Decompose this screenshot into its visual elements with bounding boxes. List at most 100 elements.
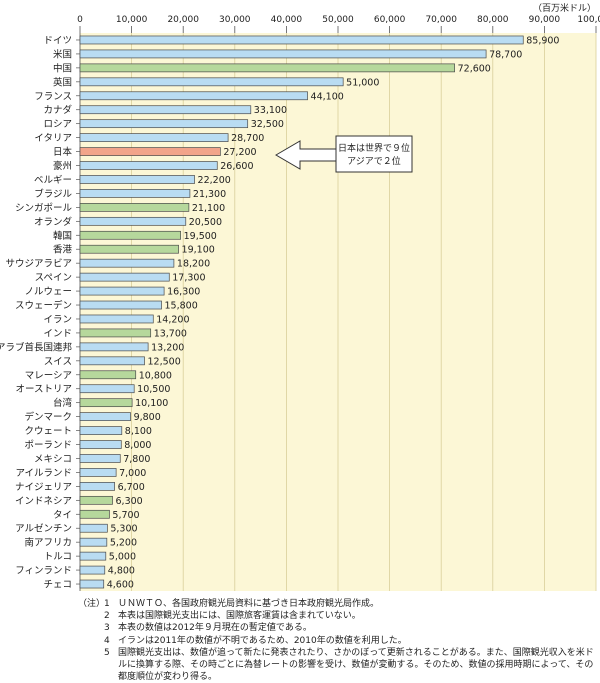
category-label: 韓国 xyxy=(53,231,72,242)
category-label: イラン xyxy=(43,314,72,325)
bar xyxy=(79,133,229,142)
category-label: タイ xyxy=(53,510,72,521)
category-label: スペイン xyxy=(35,273,72,284)
bar xyxy=(79,258,175,268)
data-label: 10,800 xyxy=(139,370,172,381)
bar xyxy=(79,328,152,338)
x-tick-label: 70,000 xyxy=(425,15,457,25)
data-label: 44,100 xyxy=(311,91,344,102)
bar xyxy=(79,35,524,45)
bar xyxy=(79,189,191,198)
bar xyxy=(79,468,117,477)
footnote-text: 国際観光支出は、数値が追って新たに発表されたり、さかのぼって更新されることがある… xyxy=(118,647,594,683)
annotation-line-1: 日本は世界で９位 xyxy=(338,142,410,154)
category-label: ブラジル xyxy=(34,188,72,200)
category-label: 台湾 xyxy=(53,397,73,409)
category-label: 中国 xyxy=(53,62,72,74)
category-label: インドネシア xyxy=(15,496,72,507)
x-tick-label: 0 xyxy=(77,15,83,25)
x-tick-label: 50,000 xyxy=(322,15,354,25)
category-label: マレーシア xyxy=(25,370,72,381)
footnote-number: 2 xyxy=(104,611,110,622)
bar-series xyxy=(79,35,524,589)
annotation-line-2: アジアで２位 xyxy=(347,155,401,167)
data-label: 15,800 xyxy=(165,301,198,312)
data-label: 12,500 xyxy=(148,356,181,367)
bar xyxy=(79,244,179,254)
data-label: 8,000 xyxy=(124,440,151,451)
data-label: 17,300 xyxy=(172,273,205,284)
footnote-number: 1 xyxy=(104,599,110,609)
data-label: 13,700 xyxy=(154,328,187,339)
footnote-text: 本表の数値は2012年９月現在の暫定値である。 xyxy=(118,623,312,634)
annotation-box xyxy=(335,135,413,173)
bar xyxy=(79,203,190,212)
footnote: （注） 1 ＵＮＷＴＯ、各国政府観光局資料に基づき日本政府観光局作成。 xyxy=(78,598,594,610)
category-label: サウジアラビア xyxy=(5,259,72,270)
bar xyxy=(79,440,122,449)
data-label: 4,800 xyxy=(108,566,135,577)
bar xyxy=(79,161,218,170)
category-label: ノルウェー xyxy=(24,287,72,298)
data-label: 22,200 xyxy=(198,175,231,186)
bar xyxy=(79,63,455,73)
category-label: 英国 xyxy=(53,76,72,88)
bar xyxy=(79,314,154,324)
category-label: 日本 xyxy=(53,146,73,158)
data-label: 5,700 xyxy=(112,510,139,521)
bar xyxy=(79,300,162,310)
data-label: 6,700 xyxy=(118,482,145,493)
data-label: 85,900 xyxy=(526,35,559,46)
data-label: 78,700 xyxy=(489,49,522,60)
bar xyxy=(79,49,487,59)
data-label: 18,200 xyxy=(177,259,210,270)
bar xyxy=(79,482,115,491)
bar xyxy=(79,230,181,240)
x-tick-label: 40,000 xyxy=(271,15,303,25)
bar xyxy=(79,175,195,184)
category-label: トルコ xyxy=(44,552,72,563)
category-label: チェコ xyxy=(43,580,72,591)
data-label: 7,800 xyxy=(123,454,150,465)
bar xyxy=(79,565,106,575)
footnote-text: ＵＮＷＴＯ、各国政府観光局資料に基づき日本政府観光局作成。 xyxy=(118,599,380,609)
category-label: ロシア xyxy=(43,119,72,130)
category-label: フランス xyxy=(34,91,72,102)
data-label: 19,500 xyxy=(184,231,217,242)
category-label: クウェート xyxy=(24,426,72,437)
footnote-label: （注） xyxy=(78,599,106,609)
x-tick-label: 100,000 xyxy=(577,15,600,25)
bar xyxy=(79,384,135,394)
category-label: メキシコ xyxy=(34,454,72,465)
data-label: 28,700 xyxy=(231,133,264,144)
footnote-number: 5 xyxy=(104,647,110,658)
bar xyxy=(79,495,113,505)
footnote: 3 本表の数値は2012年９月現在の暫定値である。 xyxy=(78,622,594,634)
data-label: 20,500 xyxy=(189,217,222,228)
category-axis: ドイツ米国中国英国フランスカナダロシアイタリア日本豪州ベルギーブラジルシンガポー… xyxy=(0,35,80,591)
data-label: 21,300 xyxy=(193,189,226,200)
bar xyxy=(79,216,187,226)
category-label: 米国 xyxy=(53,48,72,60)
bar xyxy=(79,551,107,561)
category-label: ポーランド xyxy=(24,440,72,451)
data-label: 72,600 xyxy=(458,63,491,74)
data-label: 7,000 xyxy=(119,468,146,479)
bar xyxy=(79,91,308,101)
bar xyxy=(79,147,221,156)
footnote-text: イランは2011年の数値が不明であるため、2010年の数値を利用した。 xyxy=(118,635,407,646)
x-tick-label: 80,000 xyxy=(477,15,509,25)
annotation-callout: 日本は世界で９位 アジアで２位 xyxy=(275,135,413,173)
category-label: アルゼンチン xyxy=(15,523,72,535)
bar xyxy=(79,356,145,366)
footnote-number: 3 xyxy=(104,623,110,634)
category-label: カナダ xyxy=(43,104,72,116)
data-label: 6,300 xyxy=(116,496,143,507)
footnote-number: 4 xyxy=(104,635,110,646)
footnote-text: 本表は国際観光支出には、国際旅客運賃は含まれていない。 xyxy=(118,611,361,622)
category-label: アイルランド xyxy=(15,468,72,479)
data-label: 26,600 xyxy=(220,161,253,172)
bar xyxy=(79,509,110,519)
data-label: 21,100 xyxy=(192,203,225,214)
